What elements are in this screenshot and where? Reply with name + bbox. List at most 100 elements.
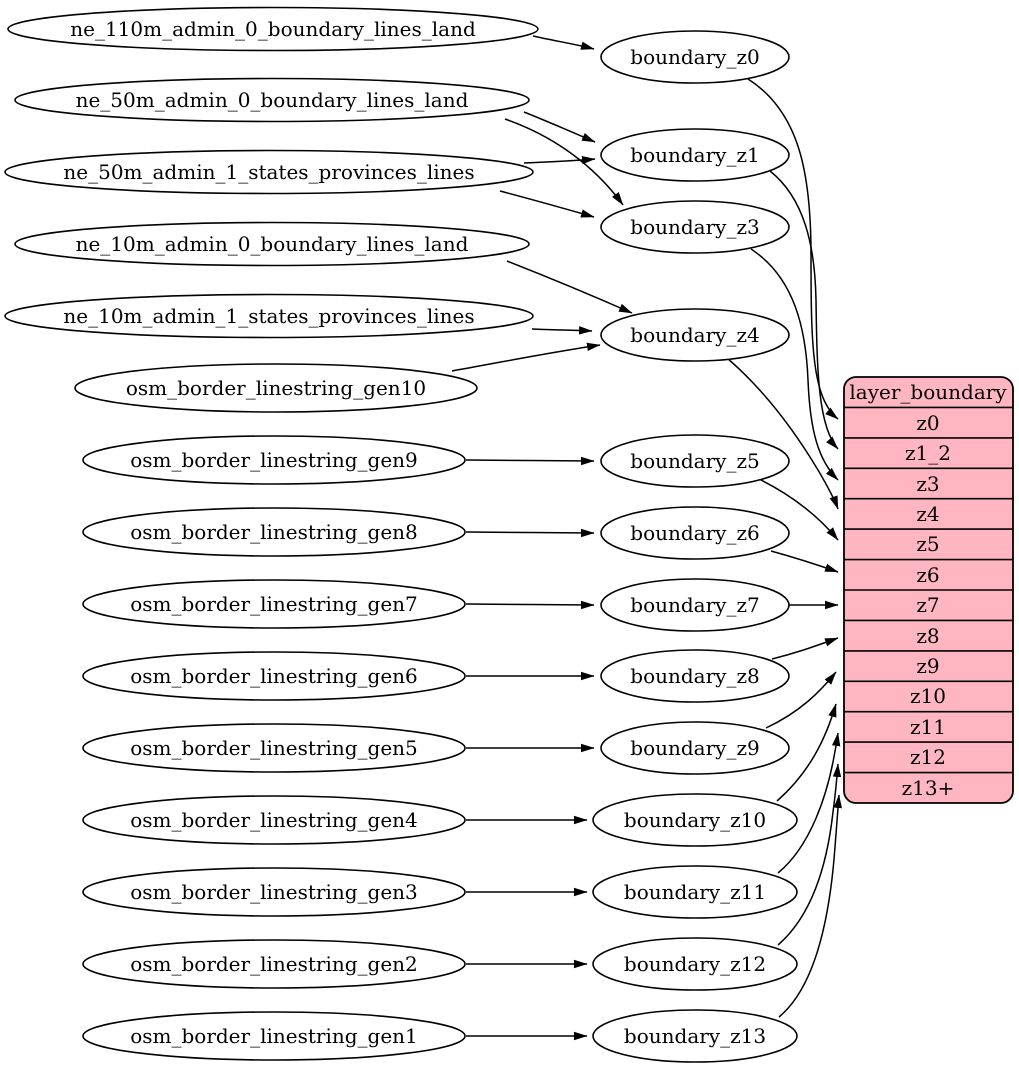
edge-ne50m-a0-to-boundary-z1	[523, 111, 596, 143]
node-label: boundary_z6	[630, 521, 759, 545]
table-row-z7: z7	[916, 593, 939, 617]
table-row-z13: z13+	[902, 776, 955, 800]
edge-ne110m-to-boundary-z0	[532, 35, 595, 50]
table-row-z4: z4	[916, 502, 939, 526]
node-label: boundary_z7	[630, 593, 759, 617]
node-label: boundary_z10	[624, 808, 766, 832]
node-label: boundary_z1	[630, 143, 759, 167]
table-row-z9: z9	[916, 654, 939, 678]
edge-ne10m-a0-to-boundary-z4	[506, 260, 633, 314]
node-osm-border-linestring-gen2: osm_border_linestring_gen2	[82, 939, 466, 989]
edge-boundary-z0-to-row-z0	[747, 78, 839, 420]
edge-ne10m-a1-to-boundary-z4	[531, 326, 593, 335]
node-label: osm_border_linestring_gen8	[130, 520, 418, 544]
node-boundary-z12: boundary_z12	[592, 937, 798, 991]
edge-boundary-z3-to-row-z3	[750, 248, 839, 481]
edge-boundary-z9-to-row-z9	[765, 671, 837, 729]
node-osm-border-linestring-gen9: osm_border_linestring_gen9	[82, 435, 466, 485]
node-label: boundary_z12	[624, 952, 766, 976]
source-nodes: ne_110m_admin_0_boundary_lines_land ne_5…	[4, 6, 539, 1061]
node-osm-border-linestring-gen8: osm_border_linestring_gen8	[82, 507, 466, 557]
edges-source-to-transform	[451, 35, 633, 1041]
edge-gen10-to-boundary-z4	[451, 342, 601, 372]
edge-boundary-z11-to-row-z11	[777, 732, 841, 874]
node-boundary-z10: boundary_z10	[592, 793, 798, 847]
node-osm-border-linestring-gen1: osm_border_linestring_gen1	[82, 1011, 466, 1061]
node-osm-border-linestring-gen5: osm_border_linestring_gen5	[82, 723, 466, 773]
node-label: osm_border_linestring_gen4	[130, 808, 418, 832]
table-title: layer_boundary	[849, 380, 1007, 404]
node-osm-border-linestring-gen6: osm_border_linestring_gen6	[82, 651, 466, 701]
node-label: osm_border_linestring_gen9	[130, 448, 418, 472]
edge-ne50m-a0-to-boundary-z3	[504, 118, 624, 206]
node-boundary-z4: boundary_z4	[600, 308, 790, 362]
edge-gen8-to-boundary-z6	[465, 528, 595, 538]
edge-boundary-z5-to-row-z5	[758, 478, 839, 541]
node-label: osm_border_linestring_gen2	[130, 952, 418, 976]
node-boundary-z11: boundary_z11	[592, 865, 798, 919]
node-boundary-z9: boundary_z9	[600, 721, 790, 775]
node-label: boundary_z5	[630, 449, 759, 473]
node-boundary-z5: boundary_z5	[600, 434, 790, 488]
node-boundary-z13: boundary_z13	[592, 1009, 798, 1063]
node-label: boundary_z0	[630, 45, 759, 69]
table-row-z10: z10	[910, 684, 946, 708]
edge-boundary-z6-to-row-z6	[770, 550, 839, 573]
node-label: boundary_z4	[630, 323, 759, 347]
table-row-z1-2: z1_2	[905, 441, 951, 465]
node-boundary-z3: boundary_z3	[600, 200, 790, 254]
table-row-z11: z11	[910, 715, 946, 739]
node-label: ne_10m_admin_0_boundary_lines_land	[76, 232, 469, 256]
edge-boundary-z1-to-row-z1-2	[769, 170, 839, 450]
node-boundary-z7: boundary_z7	[600, 578, 790, 632]
layer-boundary-table: layer_boundary z0 z1_2 z3 z4 z5 z6 z7 z8…	[843, 376, 1014, 804]
edges-transform-to-table	[726, 78, 843, 1018]
edge-boundary-z12-to-row-z12	[777, 763, 842, 946]
node-label: boundary_z11	[624, 880, 766, 904]
transform-nodes: boundary_z0 boundary_z1 boundary_z3 boun…	[592, 30, 798, 1063]
node-label: osm_border_linestring_gen1	[130, 1024, 418, 1048]
node-boundary-z6: boundary_z6	[600, 506, 790, 560]
node-ne-110m-admin-0-boundary-lines-land: ne_110m_admin_0_boundary_lines_land	[7, 6, 539, 52]
node-label: ne_110m_admin_0_boundary_lines_land	[70, 17, 476, 41]
node-boundary-z0: boundary_z0	[600, 30, 790, 84]
edge-ne50m-a1-to-boundary-z3	[499, 190, 595, 218]
node-label: ne_50m_admin_0_boundary_lines_land	[76, 88, 469, 112]
node-ne-10m-admin-1-states-provinces-lines: ne_10m_admin_1_states_provinces_lines	[4, 293, 534, 339]
edge-boundary-z10-to-row-z10	[776, 703, 837, 802]
edge-boundary-z4-to-row-z4	[726, 357, 839, 510]
node-ne-10m-admin-0-boundary-lines-land: ne_10m_admin_0_boundary_lines_land	[14, 221, 530, 267]
edge-boundary-z13-to-row-z13	[778, 794, 843, 1018]
node-label: osm_border_linestring_gen6	[130, 664, 418, 688]
node-label: osm_border_linestring_gen10	[126, 376, 426, 400]
table-row-z12: z12	[910, 745, 946, 769]
table-row-z3: z3	[916, 472, 939, 496]
edge-gen9-to-boundary-z5	[465, 456, 595, 466]
edge-gen7-to-boundary-z7	[465, 600, 595, 610]
edge-boundary-z8-to-row-z8	[771, 637, 839, 660]
node-label: ne_10m_admin_1_states_provinces_lines	[63, 304, 474, 328]
node-label: boundary_z3	[630, 215, 759, 239]
node-label: boundary_z13	[624, 1024, 766, 1048]
table-row-z0: z0	[916, 411, 939, 435]
node-boundary-z8: boundary_z8	[600, 649, 790, 703]
node-ne-50m-admin-1-states-provinces-lines: ne_50m_admin_1_states_provinces_lines	[4, 149, 534, 195]
node-osm-border-linestring-gen4: osm_border_linestring_gen4	[82, 795, 466, 845]
node-boundary-z1: boundary_z1	[600, 128, 790, 182]
edge-ne50m-a1-to-boundary-z1	[523, 155, 596, 165]
node-label: boundary_z8	[630, 664, 759, 688]
node-osm-border-linestring-gen3: osm_border_linestring_gen3	[82, 867, 466, 917]
node-label: boundary_z9	[630, 736, 759, 760]
node-label: osm_border_linestring_gen7	[130, 592, 418, 616]
table-row-z8: z8	[916, 624, 939, 648]
table-row-z6: z6	[916, 563, 939, 587]
node-label: osm_border_linestring_gen5	[130, 736, 418, 760]
node-osm-border-linestring-gen7: osm_border_linestring_gen7	[82, 579, 466, 629]
table-row-separators	[844, 406, 1013, 774]
table-row-z5: z5	[916, 532, 939, 556]
node-label: osm_border_linestring_gen3	[130, 880, 418, 904]
node-ne-50m-admin-0-boundary-lines-land: ne_50m_admin_0_boundary_lines_land	[14, 77, 530, 123]
node-osm-border-linestring-gen10: osm_border_linestring_gen10	[74, 363, 478, 413]
